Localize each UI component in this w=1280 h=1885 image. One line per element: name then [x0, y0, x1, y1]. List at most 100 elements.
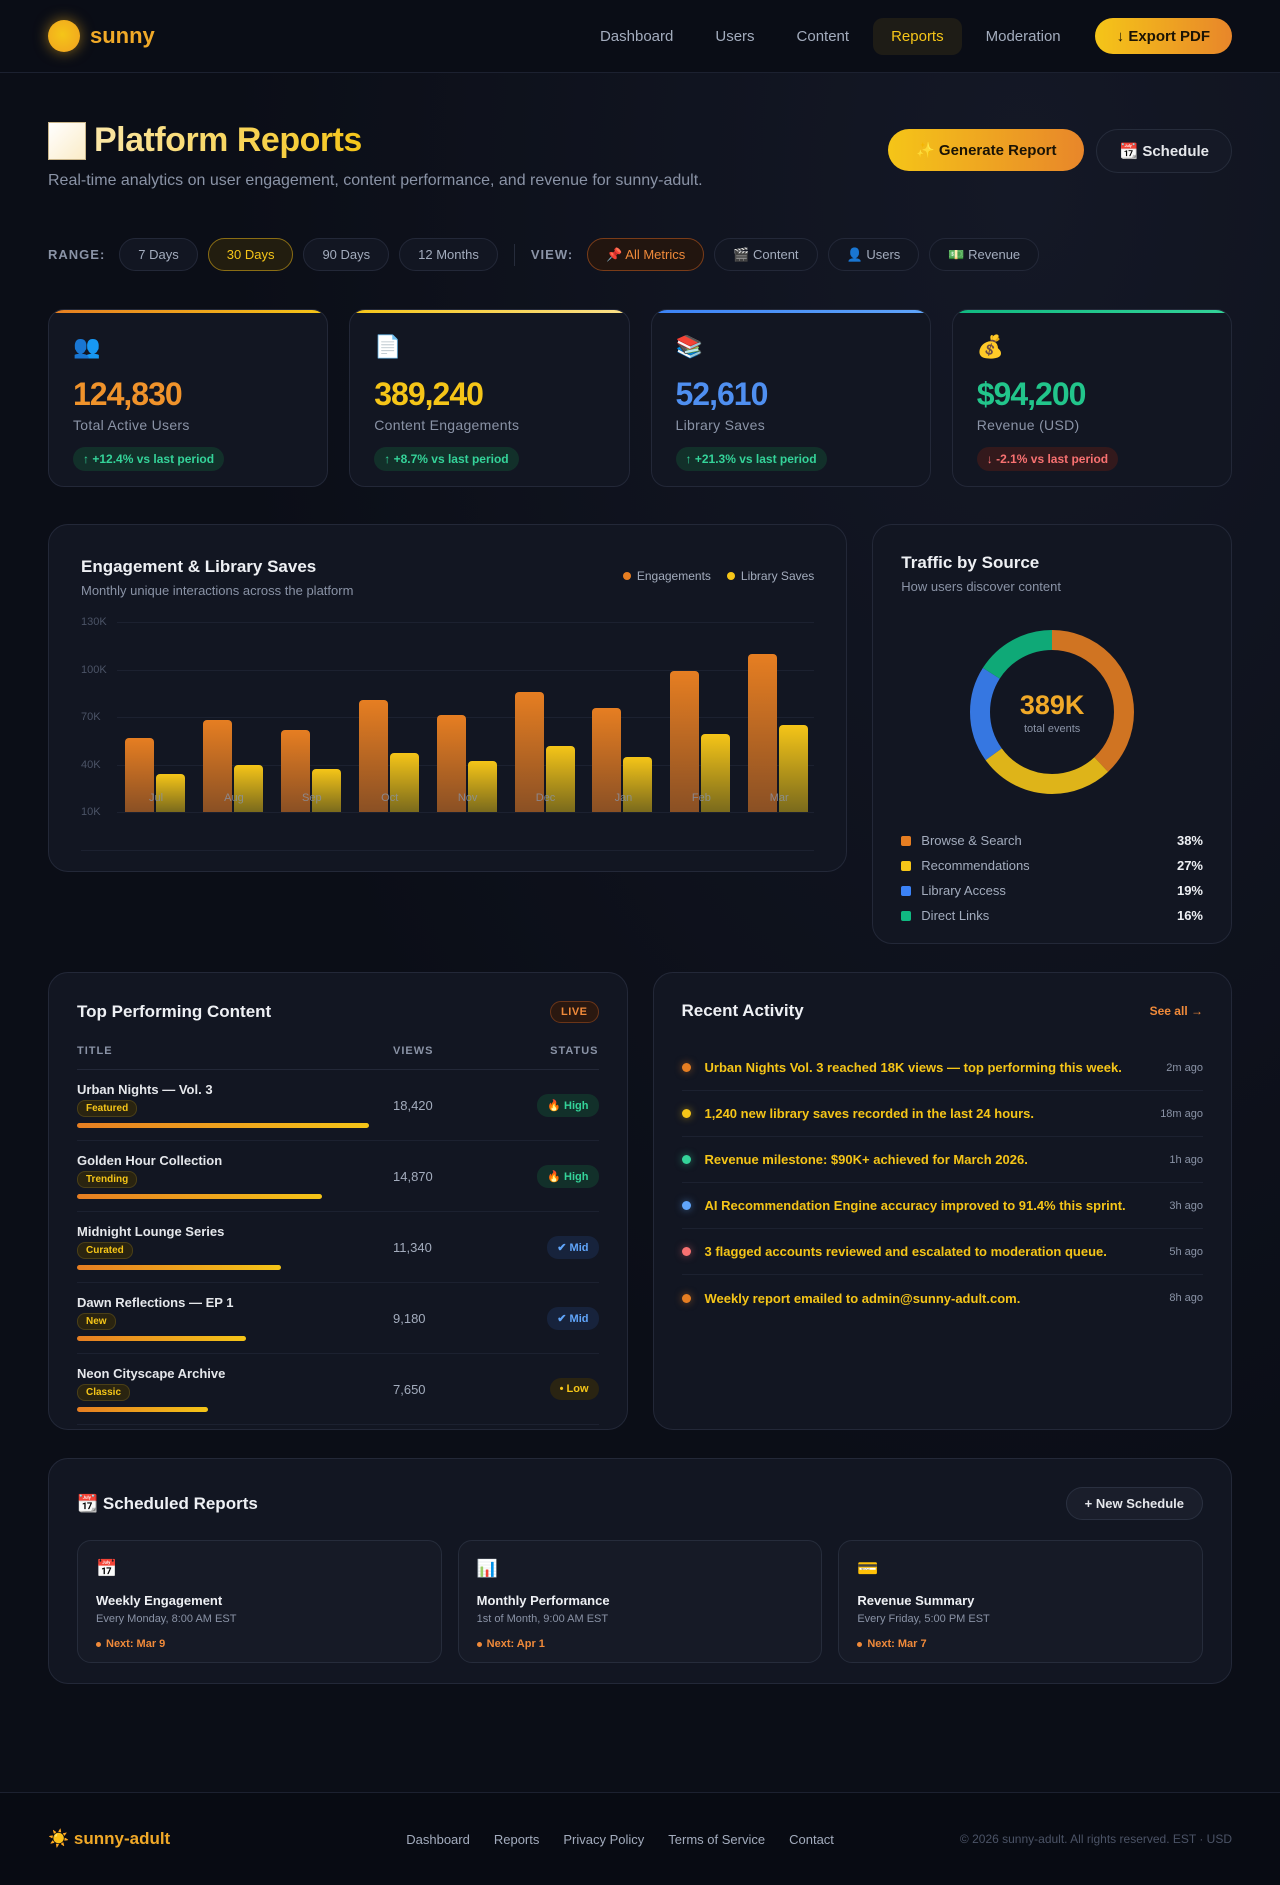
nav-content[interactable]: Content — [796, 27, 850, 45]
chart-legend: Engagements Library Saves — [622, 569, 814, 583]
bar-group-dec[interactable]: Dec — [514, 622, 577, 812]
bar-group-jan[interactable]: Jan — [592, 622, 654, 812]
users-icon: 👥 — [73, 334, 101, 359]
view-users[interactable]: 👤 Users — [827, 238, 920, 271]
views-progress-bar — [77, 1123, 369, 1128]
nav-moderation[interactable]: Moderation — [985, 27, 1061, 45]
engagement-chart-panel: Engagement & Library Saves Monthly uniqu… — [48, 524, 848, 872]
bar-engagements[interactable] — [592, 707, 622, 812]
bar-group-sep[interactable]: Sep — [280, 622, 343, 812]
col-title: TITLE — [77, 1045, 113, 1057]
schedule-button[interactable]: 📆 Schedule — [1096, 129, 1232, 173]
footer-link-privacy[interactable]: Privacy Policy — [563, 1831, 645, 1847]
table-row[interactable]: Dawn Reflections — EP 1 New 9,180 ✔ Mid — [77, 1283, 599, 1354]
activity-text: 1,240 new library saves recorded in the … — [704, 1106, 1034, 1121]
content-views: 14,870 — [393, 1168, 433, 1184]
bar-engagements[interactable] — [670, 671, 700, 812]
bar-library-saves[interactable] — [545, 745, 575, 812]
bar-library-saves[interactable] — [467, 761, 497, 812]
credit-card-icon: 💳 — [857, 1559, 879, 1578]
view-revenue[interactable]: 💵 Revenue — [929, 238, 1040, 271]
bar-group-aug[interactable]: Aug — [202, 622, 265, 812]
bar-engagements[interactable] — [514, 691, 544, 812]
footer-link-contact[interactable]: Contact — [789, 1831, 834, 1847]
bar-library-saves[interactable] — [311, 769, 341, 812]
source-row: Recommendations 27% — [901, 853, 1203, 878]
source-percent: 27% — [1176, 858, 1203, 873]
schedule-next-run: Next: Mar 7 — [857, 1638, 1184, 1650]
stat-delta-badge: ↓ -2.1% vs last period — [976, 447, 1119, 471]
bar-library-saves[interactable] — [233, 764, 263, 812]
footer-brand: ☀️ sunny-adult — [48, 1829, 171, 1848]
bar-library-saves[interactable] — [701, 734, 731, 812]
nav-users[interactable]: Users — [715, 27, 755, 45]
bar-group-oct[interactable]: Oct — [358, 622, 421, 812]
bar-group-jul[interactable]: Jul — [125, 622, 187, 812]
page-title: Platform Reports — [48, 121, 703, 160]
bar-engagements[interactable] — [202, 720, 232, 812]
footer-link-dashboard[interactable]: Dashboard — [406, 1831, 470, 1847]
stat-value: $94,200 — [976, 376, 1087, 412]
card-accent-bar — [952, 310, 1231, 313]
page-subtitle: Real-time analytics on user engagement, … — [48, 172, 703, 189]
schedule-next-run: Next: Apr 1 — [476, 1638, 804, 1650]
activity-item[interactable]: Urban Nights Vol. 3 reached 18K views — … — [681, 1045, 1203, 1091]
footer-link-terms[interactable]: Terms of Service — [668, 1831, 766, 1847]
traffic-panel: Traffic by Source How users discover con… — [872, 524, 1232, 944]
bar-library-saves[interactable] — [623, 756, 653, 812]
bar-library-saves[interactable] — [156, 774, 185, 812]
bar-group-mar[interactable]: Mar — [748, 622, 810, 812]
bar-engagements[interactable] — [436, 715, 466, 812]
range-7-days[interactable]: 7 Days — [119, 238, 198, 271]
table-row[interactable]: Golden Hour Collection Trending 14,870 🔥… — [77, 1141, 599, 1212]
schedule-frequency: 1st of Month, 9:00 AM EST — [476, 1613, 609, 1625]
source-name: Browse & Search — [921, 833, 1022, 848]
dot-icon — [476, 1641, 482, 1647]
activity-item[interactable]: AI Recommendation Engine accuracy improv… — [681, 1183, 1203, 1229]
y-tick-label: 10K — [81, 806, 101, 818]
donut-segment[interactable] — [970, 630, 1135, 794]
range-12-months[interactable]: 12 Months — [399, 238, 498, 271]
activity-item[interactable]: Revenue milestone: $90K+ achieved for Ma… — [681, 1137, 1203, 1183]
generate-report-button[interactable]: ✨ Generate Report — [888, 129, 1085, 171]
content-views: 9,180 — [393, 1310, 426, 1326]
bar-library-saves[interactable] — [389, 753, 419, 812]
see-all-link[interactable]: See all → — [1149, 1004, 1203, 1018]
nav-dashboard[interactable]: Dashboard — [599, 27, 674, 45]
chart-subtitle: Monthly unique interactions across the p… — [81, 583, 354, 598]
bar-group-feb[interactable]: Feb — [670, 622, 732, 812]
activity-item[interactable]: 3 flagged accounts reviewed and escalate… — [681, 1229, 1203, 1275]
scheduled-report-card[interactable]: 📊 Monthly Performance 1st of Month, 9:00… — [457, 1540, 823, 1663]
bar-engagements[interactable] — [125, 737, 154, 812]
donut-segment[interactable] — [970, 630, 1135, 794]
card-accent-bar — [651, 310, 930, 313]
bar-engagements[interactable] — [358, 699, 388, 812]
activity-item[interactable]: 1,240 new library saves recorded in the … — [681, 1091, 1203, 1137]
activity-time: 18m ago — [1160, 1107, 1203, 1120]
nav-reports[interactable]: Reports — [873, 17, 962, 55]
range-90-days[interactable]: 90 Days — [303, 238, 390, 271]
table-row[interactable]: Neon Cityscape Archive Classic 7,650 • L… — [77, 1354, 599, 1425]
bar-engagements[interactable] — [280, 729, 310, 812]
bar-group-nov[interactable]: Nov — [436, 622, 499, 812]
table-row[interactable]: Urban Nights — Vol. 3 Featured 18,420 🔥 … — [77, 1070, 599, 1141]
brand[interactable]: sunny — [48, 20, 155, 52]
bar-library-saves[interactable] — [779, 724, 809, 812]
range-30-days[interactable]: 30 Days — [207, 238, 294, 271]
table-row[interactable]: Midnight Lounge Series Curated 11,340 ✔ … — [77, 1212, 599, 1283]
scheduled-report-card[interactable]: 📅 Weekly Engagement Every Monday, 8:00 A… — [77, 1540, 442, 1663]
scheduled-report-card[interactable]: 💳 Revenue Summary Every Friday, 5:00 PM … — [838, 1540, 1203, 1663]
donut-segment[interactable] — [970, 630, 1135, 794]
activity-time: 8h ago — [1169, 1292, 1203, 1304]
views-progress-bar — [77, 1194, 323, 1199]
status-dot-icon — [681, 1201, 691, 1210]
new-schedule-button[interactable]: + New Schedule — [1065, 1487, 1203, 1520]
activity-item[interactable]: Weekly report emailed to admin@sunny-adu… — [681, 1275, 1203, 1321]
export-pdf-button[interactable]: ↓ Export PDF — [1094, 18, 1232, 54]
content-tag: Curated — [77, 1242, 133, 1259]
footer-link-reports[interactable]: Reports — [493, 1831, 540, 1847]
view-all-metrics[interactable]: 📌 All Metrics — [587, 238, 705, 271]
bar-engagements[interactable] — [748, 653, 778, 812]
view-content[interactable]: 🎬 Content — [714, 238, 818, 271]
calendar-icon: 📅 — [96, 1559, 118, 1578]
